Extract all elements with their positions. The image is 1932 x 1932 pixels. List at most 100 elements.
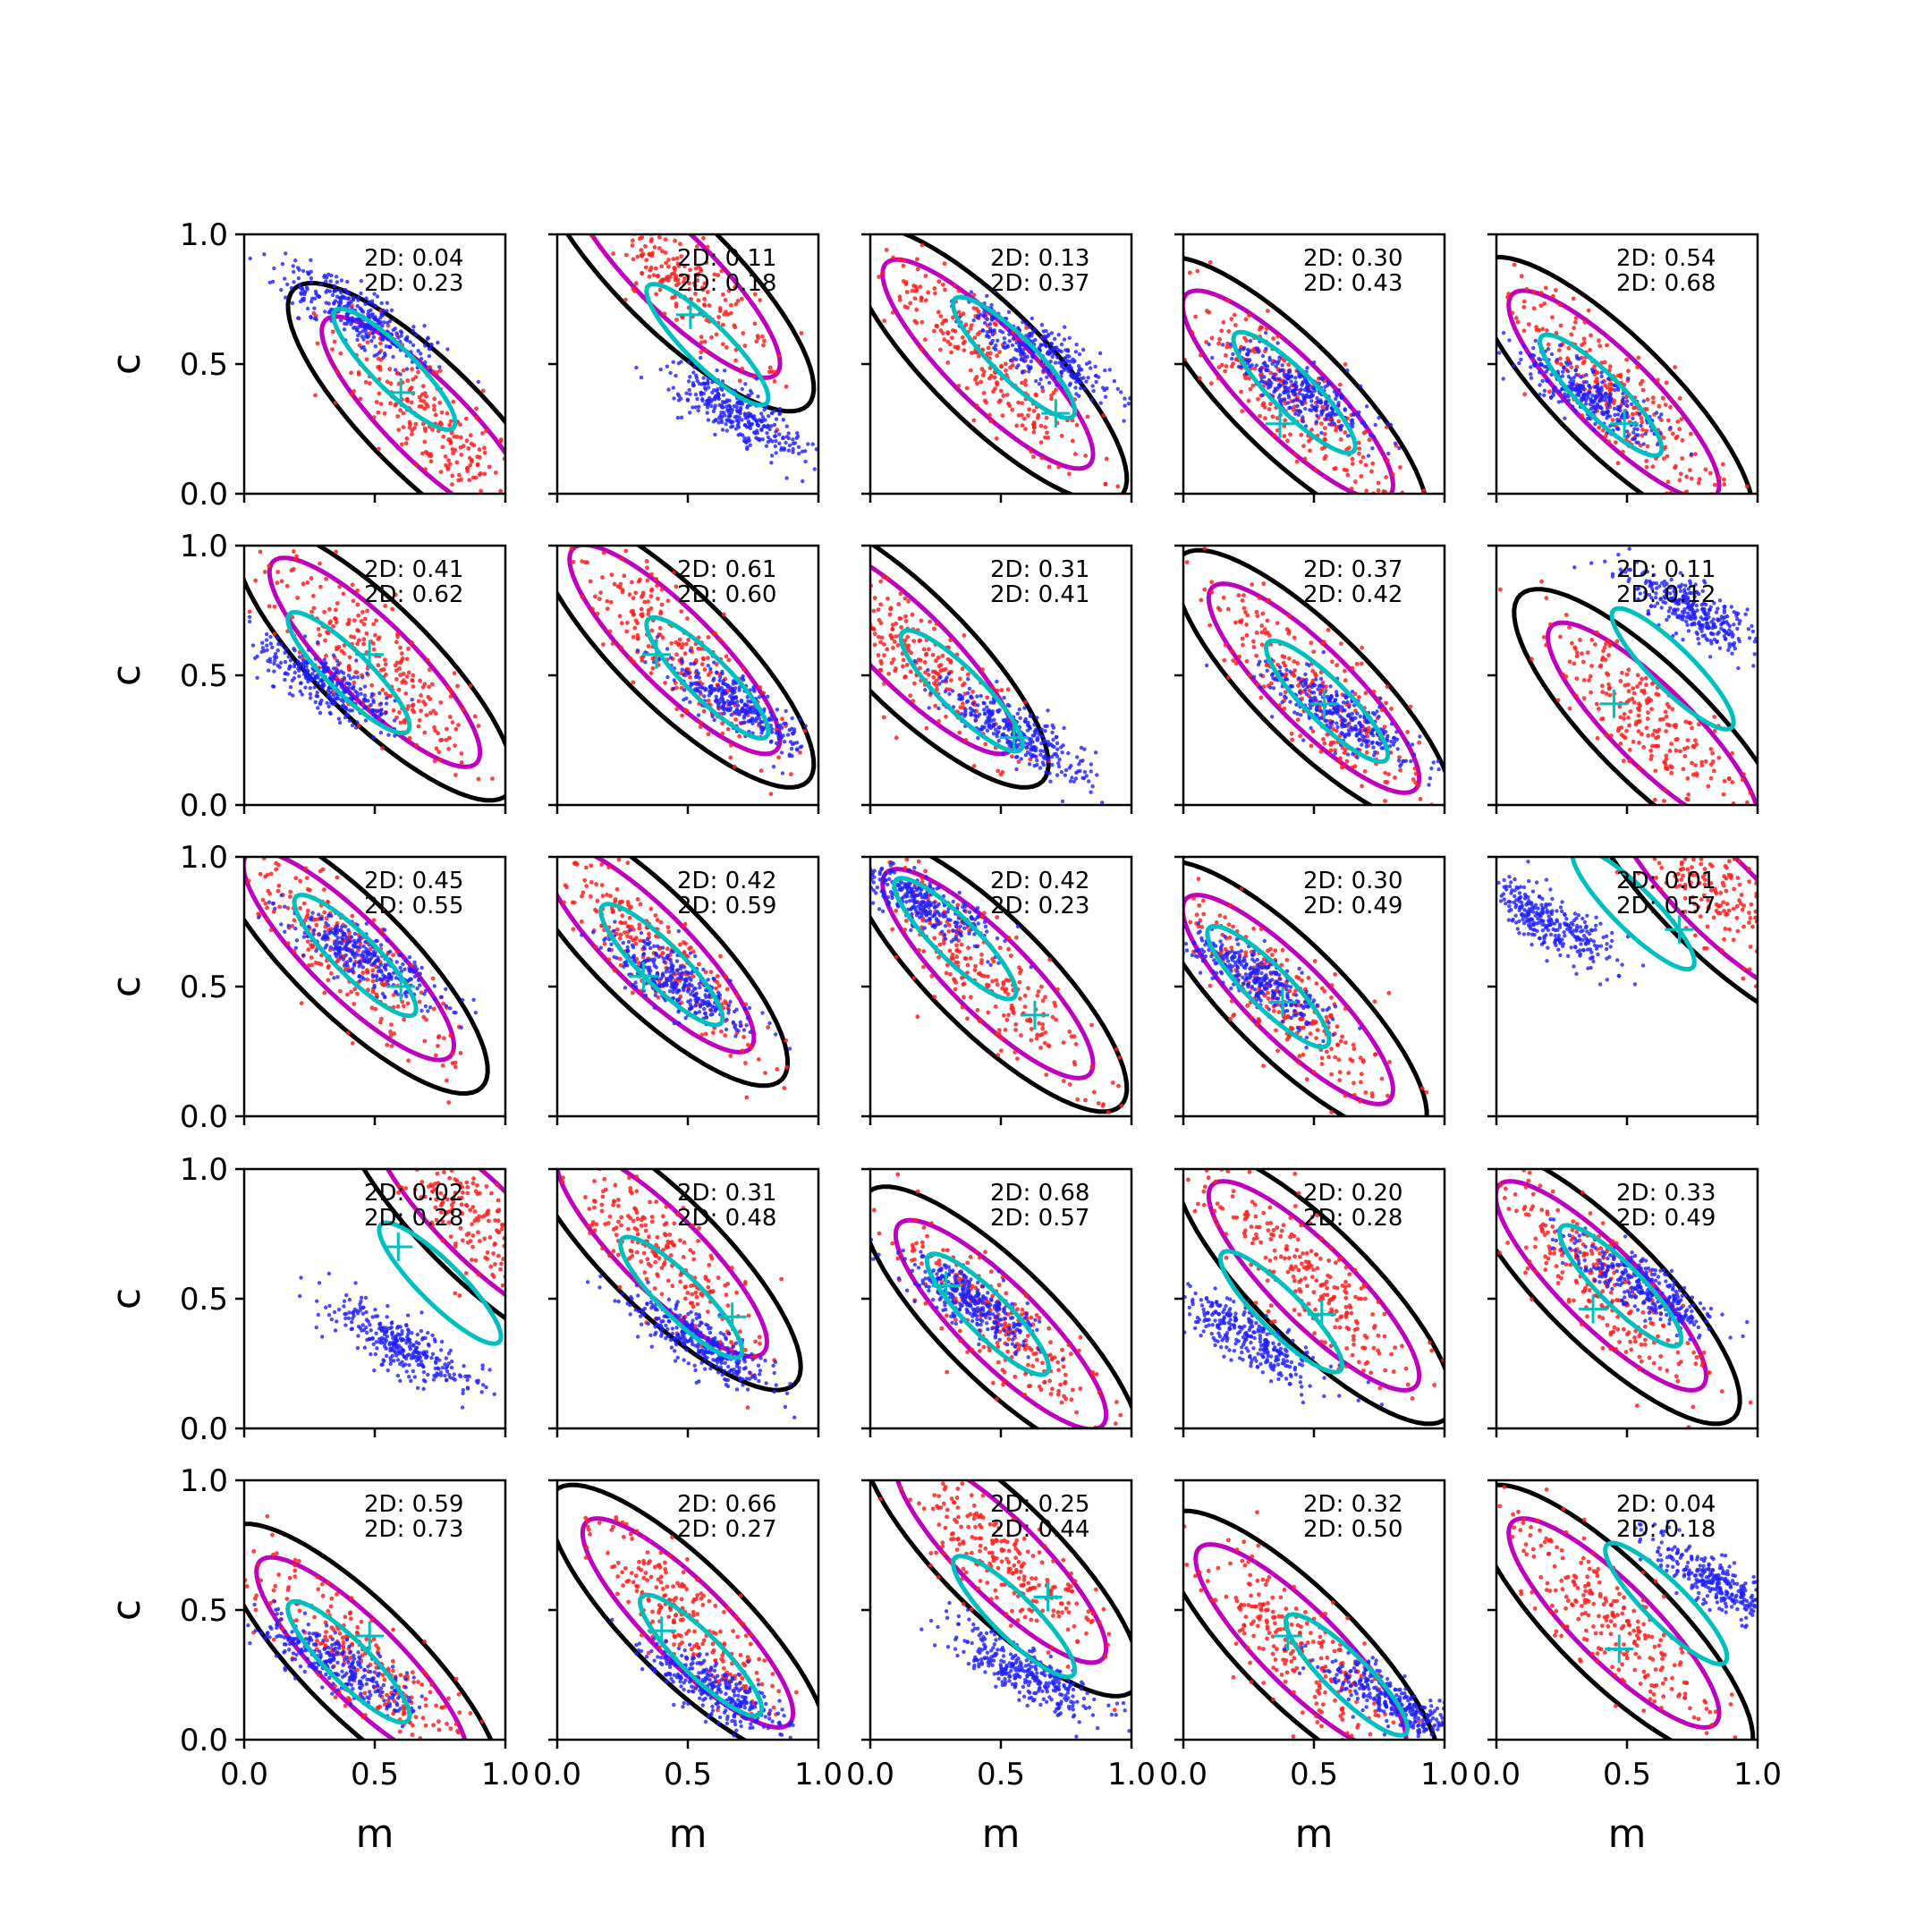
scatter-point-red [570,209,574,214]
scatter-point-red [1338,756,1343,761]
scatter-point-red [699,335,704,340]
scatter-point-blue [392,718,397,723]
scatter-point-red [860,584,865,589]
scatter-point-blue [1582,395,1587,400]
scatter-point-blue [1079,745,1084,750]
scatter-point-red [1645,397,1650,402]
scatter-point-blue [794,747,800,751]
scatter-point-blue [792,741,797,746]
scatter-point-red [614,133,618,138]
scatter-point-red [881,574,886,580]
scatter-point-red [819,620,824,624]
scatter-point-red [1209,580,1215,585]
scatter-point-blue [1388,422,1394,428]
scatter-point-red [601,550,606,555]
contour-outer [244,546,505,803]
scatter-point-red [1385,425,1389,429]
scatter-point-blue [980,724,985,729]
scatter-point-red [1344,447,1349,452]
scatter-point-red [994,436,999,441]
scatter-point-blue [1097,351,1103,356]
scatter-point-blue [1060,750,1064,755]
scatter-point-blue [773,409,777,413]
scatter-point-blue [987,724,992,729]
scatter-point-blue [1615,404,1621,410]
scatter-point-red [1199,597,1204,603]
scatter-point-blue [1049,755,1055,759]
scatter-point-blue [1025,745,1030,750]
scatter-point-blue [336,663,341,667]
scatter-point-red [995,688,1000,693]
scatter-point-blue [1588,402,1593,407]
scatter-point-red [1370,461,1376,466]
scatter-point-red [758,685,763,690]
scatter-point-red [1521,305,1527,309]
scatter-point-blue [1297,391,1302,396]
scatter-point-red [888,606,893,612]
scatter-point-blue [1267,355,1272,360]
scatter-point-red [672,266,677,270]
scatter-point-blue [360,675,365,680]
scatter-point-red [635,632,640,638]
scatter-point-blue [982,708,987,712]
scatter-point-blue [1033,337,1038,343]
scatter-point-red [754,339,759,344]
scatter-point-blue [709,683,714,689]
scatter-point-blue [1377,416,1381,420]
scatter-point-red [1674,434,1680,439]
scatter-point-red [921,647,927,652]
scatter-point-red [1221,595,1226,600]
panel-stat-label: 2D: 0.37 [990,270,1089,297]
scatter-point-red [858,567,862,572]
scatter-point-red [402,718,407,723]
scatter-point-red [767,365,773,370]
scatter-point-red [1580,360,1586,366]
scatter-point-red [1209,335,1215,341]
scatter-point-blue [1067,383,1072,387]
scatter-point-red [1343,430,1348,435]
scatter-point-red [887,612,893,617]
scatter-point-red [305,580,310,585]
scatter-point-red [1231,361,1235,366]
scatter-point-red [376,446,381,452]
scatter-point-red [923,337,928,343]
scatter-point-red [620,589,625,595]
scatter-point-blue [1289,379,1293,384]
scatter-point-red [971,764,977,768]
scatter-point-red [1291,408,1296,412]
scatter-point-red [445,685,451,691]
truth-marker [355,640,385,669]
scatter-point-blue [1574,372,1579,377]
scatter-point-red [1376,487,1381,493]
scatter-point-red [358,396,363,402]
scatter-point-red [992,375,997,380]
scatter-point-blue [1280,363,1284,368]
scatter-point-blue [272,661,276,666]
scatter-point-red [1558,356,1563,361]
scatter-point-blue [1053,336,1057,342]
scatter-point-blue [785,733,791,737]
scatter-point-red [674,274,679,278]
scatter-point-red [545,466,549,470]
scatter-point-red [324,653,328,658]
scatter-point-red [1027,407,1031,412]
scatter-point-red [258,549,263,555]
scatter-point-red [901,263,906,268]
scatter-point-red [595,611,600,616]
scatter-point-red [654,292,659,297]
scatter-point-blue [1220,343,1225,347]
scatter-point-red [377,635,382,640]
scatter-point-blue [297,283,302,287]
scatter-point-blue [1286,389,1291,394]
scatter-point-blue [1038,377,1043,382]
scatter-point-red [720,731,725,736]
scatter-point-blue [1545,378,1549,383]
scatter-point-red [647,274,652,279]
scatter-point-red [919,295,924,301]
scatter-point-blue [684,391,689,395]
scatter-point-blue [1689,452,1694,456]
scatter-point-blue [1625,434,1630,439]
scatter-point-red [482,519,487,523]
scatter-point-red [1645,444,1650,449]
scatter-point-blue [366,334,371,338]
